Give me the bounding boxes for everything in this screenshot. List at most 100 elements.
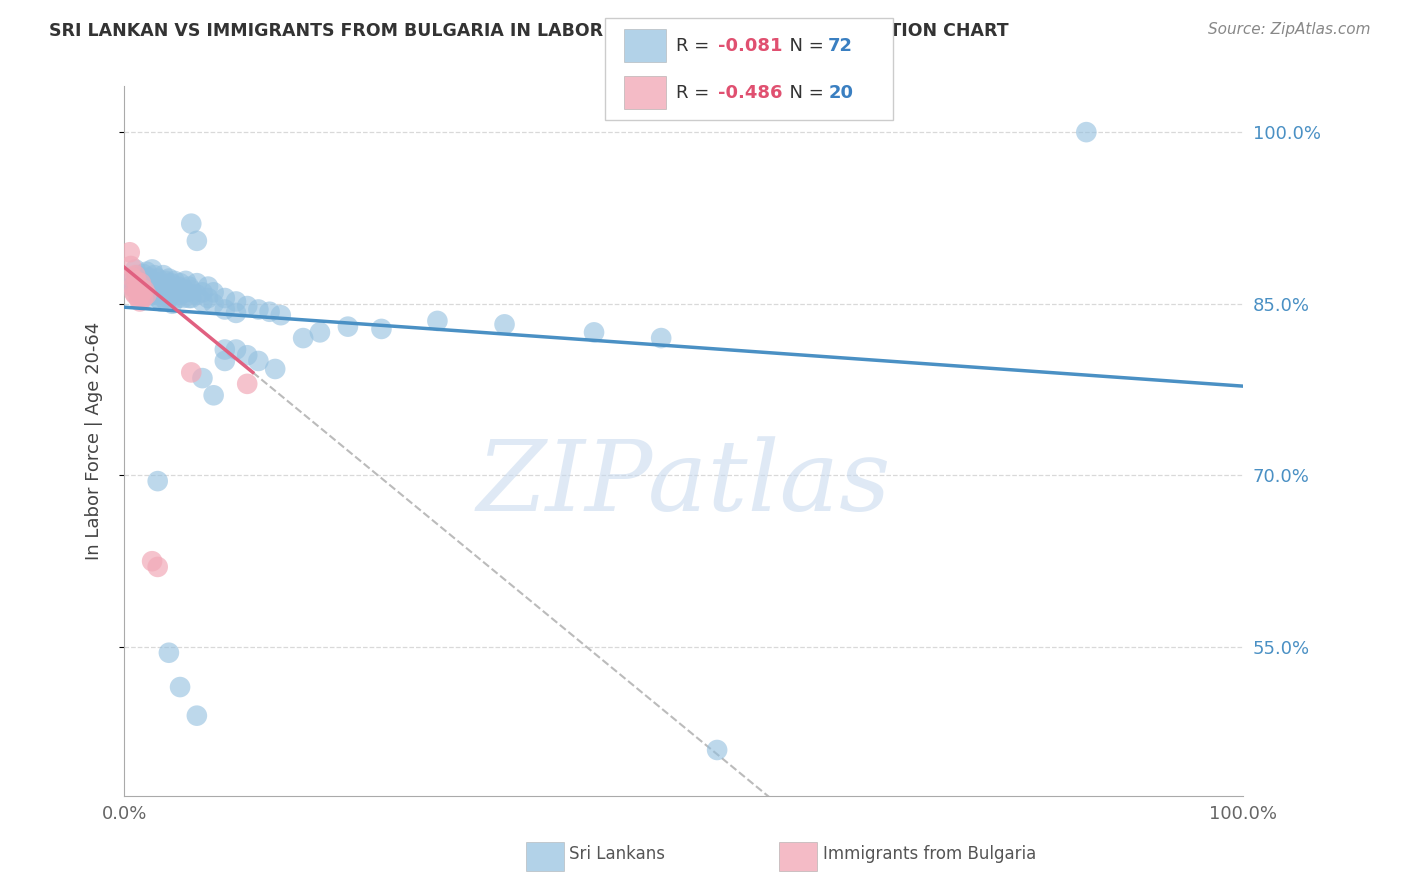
Point — [180, 291, 202, 305]
Point — [138, 270, 160, 285]
Point — [131, 285, 153, 300]
Point — [169, 287, 191, 301]
Point — [152, 268, 174, 282]
Point — [157, 283, 180, 297]
Point — [172, 282, 194, 296]
Point — [155, 285, 177, 300]
Point — [141, 283, 163, 297]
Point — [202, 388, 225, 402]
Point — [180, 283, 202, 297]
Point — [214, 354, 236, 368]
Point — [128, 294, 150, 309]
Point — [186, 708, 208, 723]
Point — [264, 362, 287, 376]
Point — [118, 245, 141, 260]
Point — [214, 343, 236, 357]
Point — [186, 287, 208, 301]
Point — [132, 267, 155, 281]
Point — [146, 271, 169, 285]
Point — [186, 234, 208, 248]
Text: 20: 20 — [828, 84, 853, 102]
Point — [138, 279, 160, 293]
Point — [236, 376, 259, 391]
Text: -0.081: -0.081 — [718, 37, 783, 54]
Point — [426, 314, 449, 328]
Point — [247, 302, 270, 317]
Point — [706, 743, 728, 757]
Point — [225, 294, 247, 309]
Point — [129, 276, 152, 290]
Point — [172, 291, 194, 305]
Point — [202, 285, 225, 300]
Point — [129, 271, 152, 285]
Point — [186, 276, 208, 290]
Point — [163, 285, 186, 300]
Text: N =: N = — [778, 37, 830, 54]
Text: -0.486: -0.486 — [718, 84, 783, 102]
Point — [225, 306, 247, 320]
Point — [157, 271, 180, 285]
Point — [118, 274, 141, 288]
Point — [121, 270, 143, 285]
Point — [146, 560, 169, 574]
Point — [169, 680, 191, 694]
Point — [166, 279, 188, 293]
Point — [149, 285, 172, 300]
Point — [152, 279, 174, 293]
Point — [157, 291, 180, 305]
Point — [149, 276, 172, 290]
Point — [236, 299, 259, 313]
Point — [132, 276, 155, 290]
Point — [128, 282, 150, 296]
Text: Sri Lankans: Sri Lankans — [569, 845, 665, 863]
Point — [336, 319, 359, 334]
Point — [214, 291, 236, 305]
Point — [191, 371, 214, 385]
Text: Source: ZipAtlas.com: Source: ZipAtlas.com — [1208, 22, 1371, 37]
Point — [157, 646, 180, 660]
Point — [163, 274, 186, 288]
Point — [370, 322, 392, 336]
Point — [120, 259, 142, 273]
Point — [135, 287, 157, 301]
Point — [141, 274, 163, 288]
Point — [225, 343, 247, 357]
Point — [1076, 125, 1098, 139]
Point — [146, 474, 169, 488]
Point — [124, 287, 146, 301]
Point — [132, 291, 155, 305]
Point — [177, 291, 200, 305]
Point — [292, 331, 315, 345]
Text: Immigrants from Bulgaria: Immigrants from Bulgaria — [823, 845, 1036, 863]
Point — [141, 554, 163, 568]
Text: R =: R = — [676, 84, 716, 102]
Point — [650, 331, 672, 345]
Point — [236, 348, 259, 362]
Point — [146, 283, 169, 297]
Point — [122, 285, 145, 300]
Text: ZIPatlas: ZIPatlas — [477, 436, 891, 532]
Point — [128, 291, 150, 305]
Point — [169, 276, 191, 290]
Point — [127, 283, 149, 297]
Point — [150, 294, 173, 309]
Point — [127, 268, 149, 282]
Text: 72: 72 — [828, 37, 853, 54]
Point — [122, 279, 145, 293]
Point — [174, 274, 197, 288]
Point — [139, 287, 162, 301]
Point — [180, 365, 202, 379]
Point — [143, 268, 166, 282]
Point — [247, 354, 270, 368]
Text: R =: R = — [676, 37, 716, 54]
Point — [174, 285, 197, 300]
Point — [162, 297, 184, 311]
Point — [214, 302, 236, 317]
Point — [145, 287, 167, 301]
Point — [160, 287, 183, 301]
Point — [134, 285, 156, 300]
Point — [121, 279, 143, 293]
Point — [259, 305, 281, 319]
Point — [583, 326, 606, 340]
Point — [309, 326, 332, 340]
